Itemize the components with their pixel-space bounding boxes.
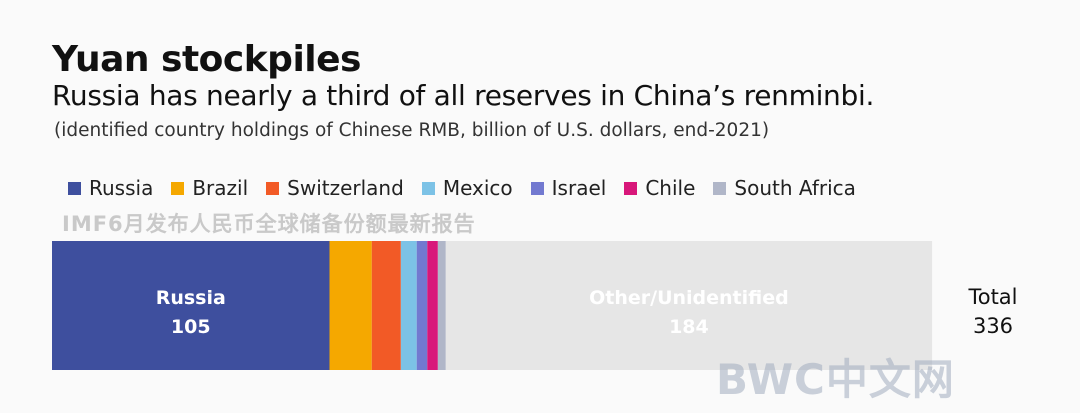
legend-swatch-south-africa [713, 181, 727, 195]
legend-swatch-brazil [171, 181, 185, 195]
legend-item-mexico: Mexico [421, 176, 513, 200]
legend-swatch-russia [68, 181, 81, 195]
bar-segment-chile [427, 241, 438, 370]
bar-segment-brazil [329, 241, 372, 370]
bar-segment-russia [52, 241, 330, 370]
chart-note: (identified country holdings of Chinese … [54, 120, 770, 141]
legend-label-switzerland: Switzerland [287, 176, 404, 200]
bar-segment-mexico [400, 241, 417, 370]
bar-segment-switzerland [371, 241, 401, 370]
bar-value-other-unidentified: 184 [669, 316, 709, 338]
legend-label-mexico: Mexico [442, 176, 513, 200]
bar-segment-israel [416, 241, 428, 370]
bar-label-other-unidentified: Other/Unidentified [589, 287, 789, 309]
bar-segment-south-africa [437, 241, 446, 370]
legend-item-israel: Israel [530, 176, 607, 200]
legend-item-south-africa: South Africa [713, 176, 856, 200]
watermark-top: IMF6月发布人民币全球储备份额最新报告 [62, 212, 476, 236]
watermark-bottom: BWC中文网 [716, 355, 955, 404]
legend: Russia Brazil Switzerland Mexico Israel Chile… [68, 174, 874, 202]
bar-value-russia: 105 [171, 316, 211, 338]
legend-label-russia: Russia [89, 176, 154, 200]
legend-swatch-mexico [421, 181, 435, 195]
total-label: Total [967, 285, 1017, 309]
legend-label-chile: Chile [645, 176, 696, 200]
legend-swatch-chile [624, 181, 638, 195]
legend-item-switzerland: Switzerland [266, 176, 404, 200]
legend-item-chile: Chile [624, 176, 695, 200]
chart-subtitle: Russia has nearly a third of all reserve… [52, 79, 875, 112]
legend-item-russia: Russia [68, 176, 153, 200]
total-value: 336 [973, 314, 1013, 338]
bar-segment-other-unidentified [445, 241, 933, 370]
legend-label-israel: Israel [551, 176, 607, 200]
legend-swatch-switzerland [266, 181, 280, 195]
legend-label-brazil: Brazil [192, 176, 249, 200]
chart-title: Yuan stockpiles [52, 39, 361, 80]
legend-swatch-israel [530, 181, 544, 195]
legend-item-brazil: Brazil [171, 176, 248, 200]
bar-label-russia: Russia [156, 287, 226, 309]
legend-label-south-africa: South Africa [734, 176, 856, 200]
